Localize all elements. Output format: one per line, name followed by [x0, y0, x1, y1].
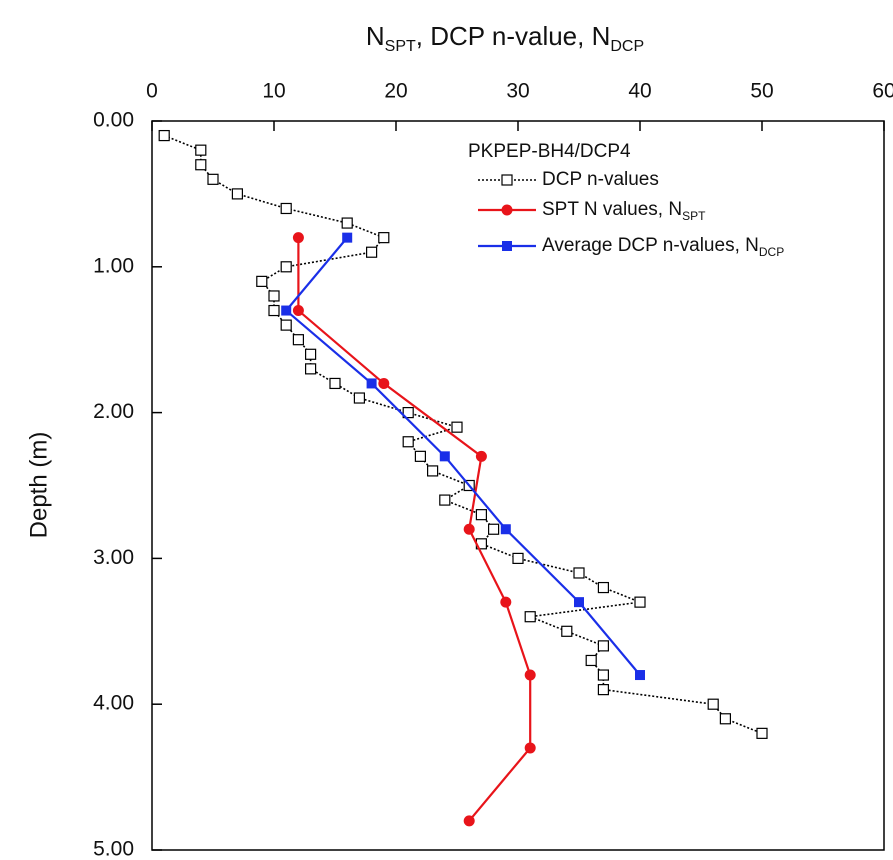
marker: [574, 597, 584, 608]
marker: [463, 815, 475, 827]
marker: [280, 319, 292, 331]
marker: [292, 305, 304, 317]
marker: [268, 304, 280, 317]
marker: [597, 640, 610, 652]
marker: [719, 713, 732, 725]
legend-marker: [502, 241, 512, 251]
marker: [439, 451, 450, 462]
marker: [305, 363, 317, 375]
marker: [500, 524, 511, 535]
marker: [414, 450, 426, 462]
marker: [195, 144, 207, 156]
marker: [231, 188, 243, 200]
marker: [366, 378, 377, 389]
chart-title: NSPT, DCP n-value, NDCP: [366, 21, 644, 55]
marker: [463, 523, 475, 535]
marker: [488, 523, 500, 535]
marker: [524, 669, 536, 681]
marker: [342, 232, 353, 243]
series-line: [284, 236, 641, 676]
text-part: DCP n-values: [542, 169, 659, 190]
marker: [402, 407, 414, 419]
x-tick-label: 30: [506, 80, 529, 103]
marker: [378, 232, 390, 244]
marker: [158, 129, 170, 142]
y-tick-label: 5.00: [93, 838, 134, 860]
x-tick-label: 10: [262, 80, 285, 103]
marker: [292, 232, 304, 244]
legend-label: SPT N values, NSPT: [542, 199, 706, 223]
marker: [329, 377, 341, 390]
marker: [427, 465, 439, 477]
marker: [366, 246, 378, 258]
marker: [439, 494, 451, 506]
plot-frame: [151, 120, 885, 851]
marker: [524, 742, 536, 754]
text-part: SPT: [682, 209, 706, 223]
marker: [281, 305, 292, 316]
marker: [597, 684, 610, 696]
y-tick-label: 4.00: [93, 692, 134, 715]
legend-label: Average DCP n-values, NDCP: [542, 235, 784, 259]
text-part: SPT N values, N: [542, 199, 682, 220]
marker: [634, 596, 646, 608]
marker: [402, 436, 414, 448]
marker: [756, 727, 768, 739]
marker: [597, 581, 610, 594]
legend-title: PKPEP-BH4/DCP4: [468, 141, 631, 162]
text-part: DCP: [610, 38, 644, 55]
y-axis-label: Depth (m): [25, 432, 52, 539]
y-tick-label: 0.00: [93, 109, 134, 132]
x-tick-label: 20: [384, 80, 407, 103]
x-tick-label: 60: [872, 80, 893, 103]
marker: [378, 377, 390, 389]
marker: [707, 698, 719, 710]
marker: [451, 421, 463, 433]
marker: [585, 654, 597, 667]
legend-label: DCP n-values: [542, 169, 659, 190]
marker: [512, 552, 524, 565]
text-part: Average DCP n-values, N: [542, 235, 759, 256]
x-tick-label: 0: [146, 80, 158, 103]
text-part: SPT: [385, 38, 416, 55]
x-tick-label: 50: [750, 80, 773, 103]
marker: [597, 669, 610, 681]
marker: [256, 275, 268, 287]
marker: [280, 202, 292, 215]
text-part: , DCP n-value, N: [416, 21, 611, 51]
marker: [475, 509, 487, 521]
marker: [292, 334, 304, 346]
text-part: DCP: [759, 245, 784, 259]
x-tick-label: 40: [628, 80, 651, 103]
marker: [207, 173, 219, 185]
marker: [195, 159, 207, 171]
marker: [268, 290, 280, 302]
legend-marker: [501, 174, 513, 186]
y-tick-label: 2.00: [93, 400, 134, 423]
text-part: N: [366, 21, 385, 51]
marker: [635, 670, 645, 681]
marker: [305, 348, 317, 360]
marker: [341, 217, 353, 229]
y-tick-label: 1.00: [93, 254, 134, 277]
marker: [573, 567, 585, 579]
series-line: [163, 134, 763, 735]
y-tick-label: 3.00: [93, 546, 134, 569]
marker: [561, 625, 573, 637]
marker: [353, 392, 365, 404]
legend-marker: [501, 204, 513, 216]
marker: [280, 261, 292, 273]
marker: [475, 450, 487, 462]
marker: [500, 596, 512, 608]
marker: [524, 611, 536, 623]
